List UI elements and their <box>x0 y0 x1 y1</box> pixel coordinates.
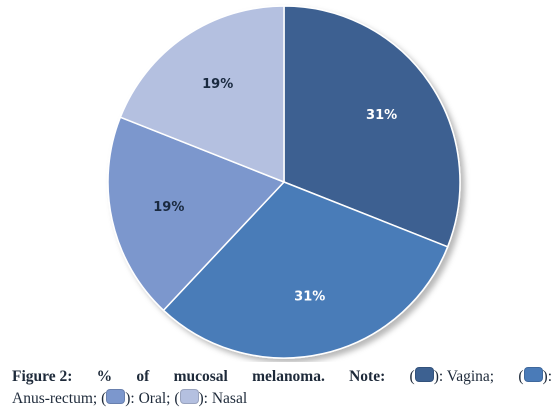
legend-close: ): <box>542 368 552 385</box>
legend-open: Anus-rectum; ( <box>12 390 107 407</box>
legend-item-anus-rectum-swatch: (): <box>518 366 552 388</box>
caption-line-2: Anus-rectum; ( ): Oral; ( ): Nasal <box>12 388 552 410</box>
pie-label-nasal: 19% <box>202 77 233 92</box>
caption-line-1: Figure 2: % of mucosal melanoma. Note: (… <box>12 366 552 388</box>
pie-slice-oral <box>107 116 286 312</box>
pie-chart: 31% 31% 19% 19% <box>107 5 461 359</box>
legend-open: ( <box>518 368 524 385</box>
legend-swatch-nasal <box>179 389 199 404</box>
legend-swatch-vagina <box>414 367 434 382</box>
caption-word: melanoma. <box>252 368 325 385</box>
pie-label-vagina: 31% <box>366 108 397 123</box>
pie-slice-anus-rectum <box>162 181 449 359</box>
caption-word: % <box>96 368 113 385</box>
legend-close: ): Oral; <box>125 390 171 407</box>
legend-swatch-anus-rectum <box>523 367 543 382</box>
pie-labels: 31% 31% 19% 19% <box>153 77 397 305</box>
pie-slice-nasal <box>119 5 285 184</box>
figure-caption: Figure 2: % of mucosal melanoma. Note: (… <box>12 366 552 410</box>
legend-open: ( <box>174 390 180 407</box>
pie-label-anus-rectum: 31% <box>294 290 325 305</box>
caption-word: of <box>136 368 150 385</box>
legend-item-oral: Anus-rectum; ( ): Oral; <box>12 389 171 407</box>
pie-slices <box>107 5 461 359</box>
legend-item-nasal: ( ): Nasal <box>174 389 248 407</box>
legend-open: ( <box>409 368 415 385</box>
legend-swatch-oral <box>106 389 126 404</box>
legend-item-vagina: ( ): Vagina; <box>409 366 495 388</box>
caption-word: Note: <box>349 368 386 385</box>
pie-slice-vagina <box>283 5 461 248</box>
legend-close: ): Vagina; <box>433 368 495 385</box>
caption-word: mucosal <box>173 368 228 385</box>
caption-figure-label: Figure 2: <box>12 368 73 385</box>
legend-close: ): Nasal <box>198 390 248 407</box>
pie-label-oral: 19% <box>153 200 184 215</box>
